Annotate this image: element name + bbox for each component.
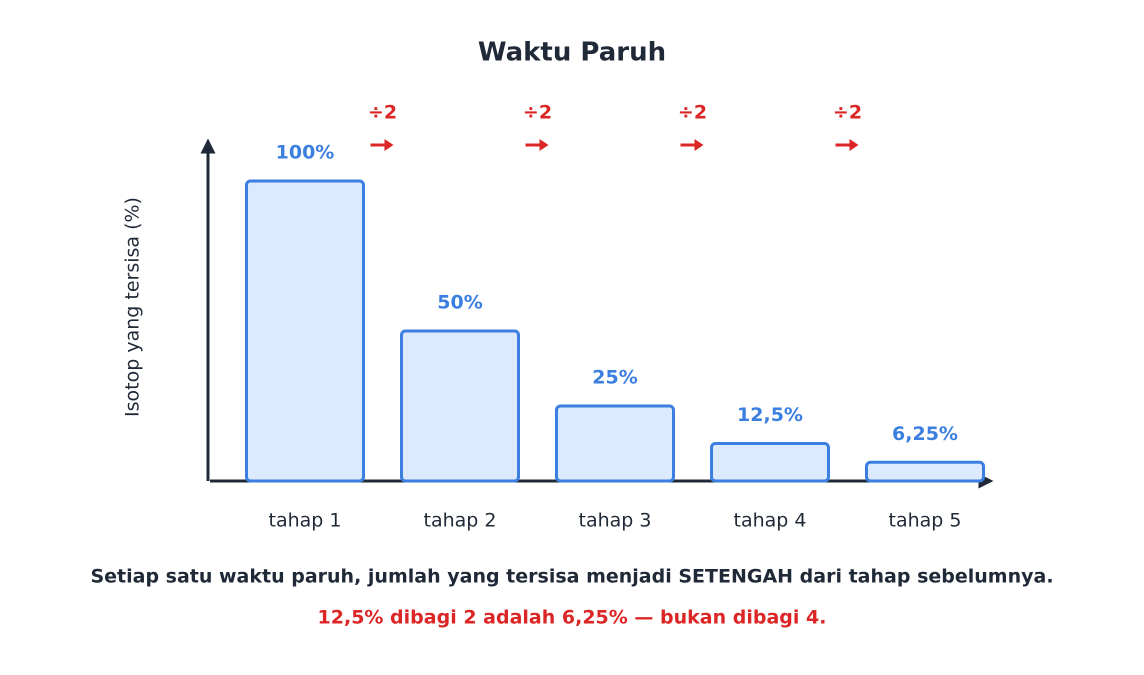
x-tick-label: tahap 5: [889, 510, 962, 532]
step-label: ÷2: [523, 102, 552, 124]
value-label: 25%: [592, 367, 637, 389]
x-tick-label: tahap 1: [269, 510, 342, 532]
bar: [245, 179, 365, 483]
value-label: 50%: [437, 292, 482, 314]
step-arrow-head: [849, 139, 859, 151]
step-arrow-head: [539, 139, 549, 151]
value-label: 100%: [276, 142, 335, 164]
note: Setiap satu waktu paruh, jumlah yang ter…: [90, 566, 1053, 588]
bar: [710, 442, 830, 483]
step-label: ÷2: [678, 102, 707, 124]
bar: [555, 404, 675, 483]
step-label: ÷2: [368, 102, 397, 124]
step-label: ÷2: [833, 102, 862, 124]
value-label: 12,5%: [737, 404, 803, 426]
x-tick-label: tahap 4: [734, 510, 807, 532]
bar: [400, 329, 520, 483]
x-tick-label: tahap 3: [579, 510, 652, 532]
step-arrow-head: [384, 139, 394, 151]
x-tick-label: tahap 2: [424, 510, 497, 532]
chart-title: Waktu Paruh: [478, 38, 666, 68]
note: 12,5% dibagi 2 adalah 6,25% — bukan diba…: [318, 607, 827, 629]
y-axis-label: Isotop yang tersisa (%): [122, 197, 144, 417]
step-arrow-head: [694, 139, 704, 151]
bar: [865, 460, 985, 483]
value-label: 6,25%: [892, 423, 958, 445]
